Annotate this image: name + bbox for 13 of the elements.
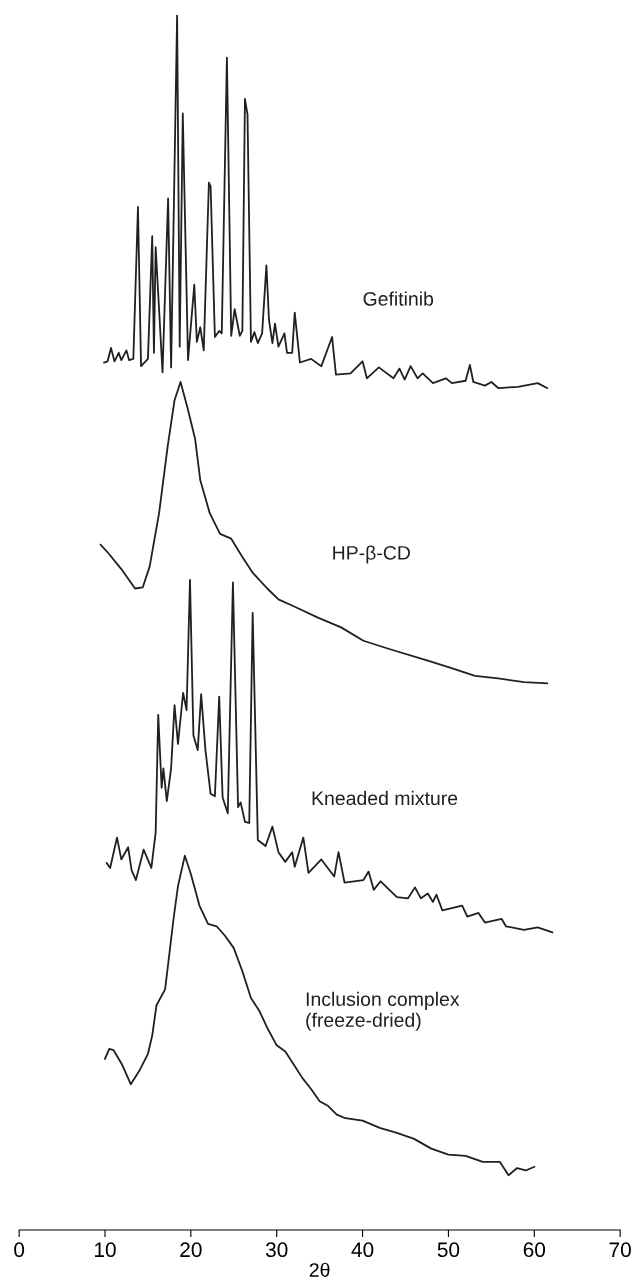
- x-tick-label: 20: [180, 1242, 202, 1258]
- series-label: Kneaded mixture: [312, 790, 458, 806]
- x-tick-label: 60: [523, 1242, 546, 1258]
- x-tick-label: 50: [437, 1242, 460, 1258]
- series-label: Inclusion complex (freeze-dried): [306, 991, 460, 1031]
- text: Gefitinib: [363, 291, 434, 306]
- x-tick-label: 40: [351, 1242, 374, 1258]
- x-tick-label: 70: [609, 1242, 631, 1258]
- x-tick-label: 30: [265, 1242, 288, 1258]
- x-axis-title: 2θ: [309, 1262, 330, 1277]
- text: HP-β-CD: [333, 545, 410, 564]
- x-tick-label: 0: [14, 1242, 25, 1258]
- x-tick-label: 10: [95, 1242, 116, 1258]
